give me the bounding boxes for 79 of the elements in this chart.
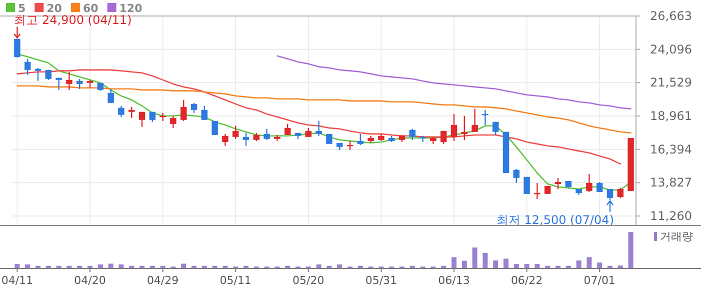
legend-label: 5 bbox=[18, 2, 26, 15]
legend-label: 20 bbox=[46, 2, 62, 15]
x-tick-label: 05/20 bbox=[292, 274, 324, 287]
candlestick bbox=[170, 115, 176, 129]
x-tick-label: 04/20 bbox=[74, 274, 106, 287]
candlestick bbox=[524, 176, 530, 195]
candlestick bbox=[201, 105, 208, 121]
bar bbox=[586, 257, 592, 268]
annotation: 최고 24,900 (04/11) bbox=[14, 12, 132, 27]
candlestick bbox=[212, 120, 218, 136]
candlestick bbox=[76, 78, 83, 90]
bar bbox=[337, 264, 342, 268]
candlestick bbox=[14, 38, 20, 58]
candlestick bbox=[56, 77, 62, 91]
bar bbox=[181, 264, 186, 268]
candlestick bbox=[472, 108, 478, 132]
bar bbox=[628, 232, 634, 268]
x-tick-label: 04/11 bbox=[1, 274, 34, 287]
candlestick bbox=[617, 187, 624, 199]
bar bbox=[118, 264, 124, 268]
candlestick bbox=[138, 111, 146, 128]
y-tick-label: 24,096 bbox=[650, 42, 692, 56]
bar bbox=[524, 264, 530, 268]
bar bbox=[482, 252, 488, 268]
bar bbox=[514, 264, 519, 268]
candlestick bbox=[190, 102, 198, 114]
bar bbox=[462, 260, 467, 268]
annotation: 최저 12,500 (07/04) bbox=[496, 212, 614, 227]
legend-label: 거래량 bbox=[660, 230, 693, 243]
bar bbox=[25, 264, 30, 268]
candlestick bbox=[34, 67, 42, 82]
bar bbox=[472, 247, 478, 268]
y-tick-label: 26,663 bbox=[650, 9, 692, 23]
candlestick bbox=[316, 120, 322, 136]
candlestick bbox=[409, 128, 416, 141]
y-tick-label: 18,961 bbox=[650, 109, 692, 123]
legend-label: 120 bbox=[119, 2, 143, 15]
candlestick bbox=[232, 125, 239, 140]
candlestick bbox=[357, 133, 364, 146]
candlestick bbox=[513, 168, 520, 184]
candlestick bbox=[586, 173, 592, 193]
candlestick bbox=[24, 58, 31, 76]
candlestick bbox=[450, 113, 458, 142]
bar bbox=[98, 264, 103, 268]
candlestick bbox=[180, 99, 187, 122]
y-tick-label: 16,394 bbox=[650, 142, 692, 156]
x-tick-label: 05/31 bbox=[365, 274, 398, 287]
candlestick bbox=[242, 132, 250, 146]
candlestick bbox=[108, 88, 114, 104]
candlestick bbox=[492, 121, 499, 136]
bar bbox=[452, 257, 456, 268]
bar bbox=[534, 264, 540, 268]
y-tick-label: 21,529 bbox=[650, 76, 692, 90]
candlestick bbox=[461, 115, 468, 141]
bar bbox=[597, 262, 602, 268]
candlestick bbox=[128, 106, 135, 119]
x-tick-label: 06/22 bbox=[510, 274, 543, 287]
bar bbox=[14, 264, 20, 268]
candlestick bbox=[264, 128, 270, 141]
y-tick-label: 13,827 bbox=[650, 176, 692, 190]
candlestick bbox=[66, 71, 72, 91]
x-tick-label: 05/11 bbox=[220, 274, 252, 287]
candlestick bbox=[554, 177, 562, 190]
legend-label: 60 bbox=[82, 2, 99, 15]
bar bbox=[576, 260, 582, 268]
candlestick bbox=[222, 133, 228, 146]
x-tick-label: 06/13 bbox=[438, 274, 470, 287]
x-tick-label: 04/29 bbox=[146, 274, 179, 287]
bar bbox=[504, 258, 508, 268]
bar bbox=[316, 264, 322, 268]
candlestick bbox=[596, 181, 603, 193]
bar bbox=[108, 264, 114, 268]
x-tick-label: 07/01 bbox=[584, 274, 616, 287]
bar bbox=[618, 265, 623, 268]
candlestick bbox=[284, 123, 291, 136]
candlestick bbox=[440, 130, 447, 145]
y-tick-label: 11,260 bbox=[650, 208, 692, 223]
candlestick bbox=[118, 105, 124, 118]
bar bbox=[493, 260, 498, 268]
